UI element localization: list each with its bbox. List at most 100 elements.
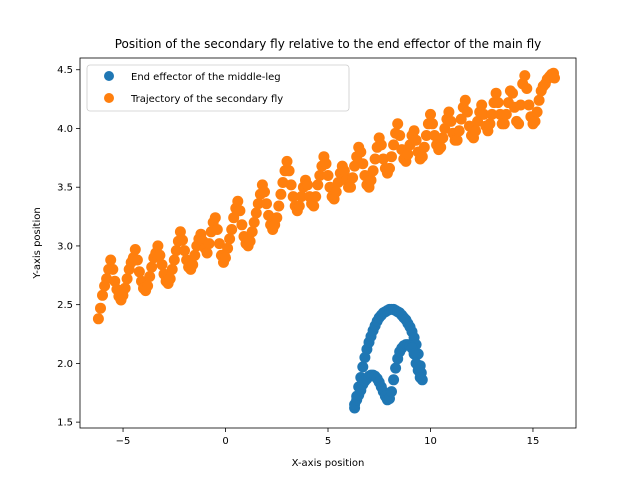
secondary-fly-point [394,130,406,141]
secondary-fly-point [492,97,504,109]
secondary-fly-point [220,252,231,264]
secondary-fly-point [259,186,270,198]
secondary-fly-point [386,151,397,163]
secondary-fly-point [375,139,387,151]
secondary-fly-point [168,254,180,266]
secondary-fly-point [179,245,190,257]
secondary-fly-point [222,242,234,254]
secondary-fly-point [177,234,188,246]
secondary-fly-point [273,200,285,212]
secondary-fly-point [529,115,541,127]
x-tick-label: −5 [116,436,131,447]
end-effector-point [414,372,426,383]
secondary-fly-point [507,87,518,99]
end-effector-point [359,352,371,363]
secondary-fly-point [244,235,256,247]
secondary-fly-point [275,188,287,200]
secondary-fly-point [154,249,166,261]
y-tick-label: 3.5 [57,183,73,194]
secondary-fly-point [484,118,496,130]
chart-title: Position of the secondary fly relative t… [115,37,542,51]
secondary-fly-point [261,198,272,210]
secondary-fly-point [209,212,221,224]
secondary-fly-point [549,72,560,84]
secondary-fly-point [476,99,488,111]
x-tick-label: 15 [527,436,540,447]
secondary-fly-point [312,179,324,191]
secondary-fly-point [355,146,367,158]
legend-label-secondary-fly: Trajectory of the secondary fly [130,94,283,105]
secondary-fly-point [347,172,359,184]
secondary-fly-point [97,289,108,301]
y-tick-label: 4.0 [57,124,73,135]
secondary-fly-point [320,158,332,170]
marks-layer [92,67,560,414]
secondary-fly-point [146,261,158,273]
secondary-fly-point [322,170,334,181]
series-end-effector [349,303,428,414]
secondary-fly-point [246,226,258,238]
secondary-fly-point [445,115,457,127]
end-effector-point [390,362,402,374]
legend-label-end-effector: End effector of the middle-leg [131,72,281,83]
secondary-fly-point [490,87,502,99]
secondary-fly-point [384,162,395,174]
secondary-fly-point [418,141,430,153]
secondary-fly-point [144,271,156,282]
secondary-fly-point [369,153,381,165]
secondary-fly-point [427,118,438,130]
secondary-fly-point [187,259,199,271]
legend-box [86,64,350,112]
x-tick-label: 10 [424,436,437,447]
secondary-fly-point [293,200,305,212]
secondary-fly-point [252,198,264,210]
legend: End effector of the middle-leg Trajector… [86,64,350,112]
end-effector-point [408,348,420,360]
secondary-fly-point [156,259,168,271]
secondary-fly-point [455,113,467,125]
y-tick-label: 3.0 [57,241,73,252]
secondary-fly-point [287,191,299,203]
secondary-fly-point [435,141,447,153]
secondary-fly-point [308,200,320,212]
secondary-fly-point [234,205,246,217]
x-tick-label: 5 [325,436,331,447]
secondary-fly-point [95,302,106,314]
secondary-fly-point [470,125,482,137]
secondary-fly-point [283,165,295,177]
secondary-fly-point [189,249,201,261]
y-axis-title: Y-axis position [32,207,43,279]
secondary-fly-point [152,240,164,252]
secondary-fly-point [461,106,473,118]
secondary-fly-point [121,273,133,285]
secondary-fly-point [367,165,379,177]
secondary-fly-point [531,106,543,118]
end-effector-point [388,374,400,386]
secondary-fly-point [271,212,283,224]
y-tick-label: 2.0 [57,359,73,370]
x-axis-title: X-axis position [292,458,365,469]
secondary-fly-point [310,191,322,203]
secondary-fly-point [129,244,141,255]
secondary-fly-point [486,108,498,120]
secondary-fly-point [107,263,119,275]
end-effector-point [357,361,369,373]
secondary-fly-point [224,233,236,245]
secondary-fly-point [314,170,326,181]
secondary-fly-point [523,99,535,111]
secondary-fly-point [164,273,176,285]
secondary-fly-point [236,219,248,231]
secondary-fly-point [203,238,215,250]
secondary-fly-point [459,94,471,106]
secondary-fly-point [248,216,260,228]
secondary-fly-point [408,125,420,137]
ticks-layer: −5 0 5 10 15 1.5 2.0 2.5 3.0 3.5 4.0 4.5 [57,65,539,447]
secondary-fly-point [453,125,465,137]
secondary-fly-point [365,174,377,186]
secondary-fly-point [519,70,531,82]
secondary-fly-point [302,179,313,191]
secondary-fly-point [170,245,182,257]
secondary-fly-point [295,191,307,203]
secondary-fly-point [174,226,186,238]
secondary-fly-point [232,195,244,207]
